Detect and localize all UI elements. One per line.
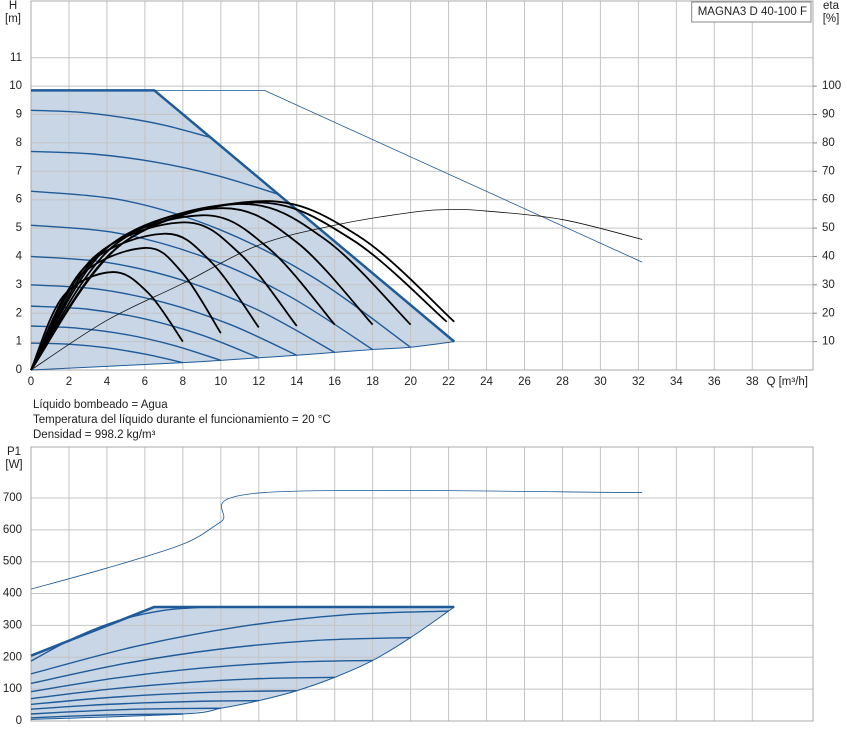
- x-tick-label: 24: [480, 376, 493, 388]
- y-tick-label: 6: [16, 194, 22, 206]
- x-tick-label: 20: [404, 376, 417, 388]
- note: Temperatura del líquido durante el funci…: [33, 414, 331, 426]
- x-tick-label: 28: [556, 376, 569, 388]
- curve: [30, 200, 455, 371]
- x-tick-label: 30: [594, 376, 607, 388]
- x-tick-label: 18: [366, 376, 379, 388]
- curve: [30, 214, 336, 371]
- curve: [30, 209, 643, 371]
- x-tick-label: 2: [66, 376, 72, 388]
- y-tick-label: 300: [3, 619, 22, 631]
- plot-frame: [30, 446, 814, 722]
- curve: [30, 190, 412, 348]
- y-tick-label: 0: [16, 364, 22, 376]
- y2-tick-label: 50: [822, 222, 835, 234]
- x-tick-label: 22: [442, 376, 455, 388]
- y-tick-label: 0: [16, 715, 22, 727]
- curve: [30, 150, 278, 195]
- y2-tick-label: 30: [822, 279, 835, 291]
- model-label: MAGNA3 D 40-100 F: [691, 1, 812, 23]
- x-tick-label: 32: [632, 376, 645, 388]
- x-tick-label: 4: [104, 376, 111, 388]
- y2-tick-label: 40: [822, 250, 835, 262]
- curve: [30, 255, 336, 354]
- curve: [30, 606, 208, 662]
- x-axis-label: Q [m³/h]: [766, 376, 808, 388]
- curve: [30, 707, 221, 715]
- y2-axis-unit: [%]: [823, 13, 840, 25]
- curve: [30, 271, 184, 371]
- y2-tick-label: 80: [822, 137, 835, 149]
- curve: [30, 325, 222, 362]
- y-tick-label: 700: [3, 492, 22, 504]
- y2-tick-label: 90: [822, 109, 835, 121]
- y2-tick-label: 70: [822, 165, 835, 177]
- curve: [30, 636, 411, 685]
- x-tick-label: 34: [670, 376, 683, 388]
- x-tick-label: 26: [518, 376, 531, 388]
- y2-axis-label: eta: [823, 0, 840, 12]
- curve: [30, 699, 259, 710]
- x-tick-label: 6: [142, 376, 148, 388]
- operating-area: [31, 606, 455, 720]
- curve: [30, 224, 374, 351]
- curve: [30, 676, 335, 700]
- y-tick-label: 10: [9, 80, 22, 92]
- y-tick-label: 9: [16, 109, 22, 121]
- curve: [30, 109, 210, 138]
- y-axis-label: H: [9, 0, 17, 12]
- y-axis-label: P1: [7, 446, 21, 458]
- y2-tick-label: 60: [822, 194, 835, 206]
- plot-frame: [30, 0, 814, 371]
- y2-tick-label: 10: [822, 336, 835, 348]
- y-tick-label: 7: [16, 165, 22, 177]
- y-tick-label: 5: [16, 222, 22, 234]
- curve: [30, 207, 374, 371]
- curve: [30, 489, 643, 590]
- y-axis-unit: [W]: [5, 459, 22, 471]
- curve: [30, 610, 449, 675]
- y-axis-unit: [m]: [5, 13, 21, 25]
- y-tick-label: 11: [10, 52, 22, 64]
- y-tick-label: 3: [16, 279, 22, 291]
- curve: [30, 690, 297, 706]
- operating-area: [31, 90, 455, 371]
- x-tick-label: 38: [746, 376, 759, 388]
- y-tick-label: 400: [3, 588, 22, 600]
- y-tick-label: 200: [3, 651, 22, 663]
- note: Densidad = 998.2 kg/m³: [33, 429, 156, 441]
- x-tick-label: 36: [708, 376, 721, 388]
- y-tick-label: 2: [16, 307, 22, 319]
- curve: [30, 659, 373, 693]
- y2-tick-label: 100: [822, 80, 841, 92]
- x-tick-label: 14: [290, 376, 303, 388]
- y-tick-label: 600: [3, 524, 22, 536]
- x-tick-label: 16: [328, 376, 341, 388]
- curve: [30, 713, 183, 719]
- y2-tick-label: 20: [822, 307, 835, 319]
- curve: [30, 342, 183, 364]
- y-tick-label: 4: [16, 250, 23, 262]
- x-tick-label: 8: [180, 376, 186, 388]
- x-tick-label: 0: [28, 376, 34, 388]
- chart-title: MAGNA3 D 40-100 F: [698, 6, 807, 18]
- y-tick-label: 500: [3, 556, 22, 568]
- note: Líquido bombeado = Agua: [33, 399, 168, 411]
- y-tick-label: 8: [16, 137, 22, 149]
- x-tick-label: 12: [252, 376, 265, 388]
- curve: [154, 90, 643, 263]
- y-tick-label: 100: [3, 683, 22, 695]
- curve: [30, 232, 260, 371]
- title-box: [691, 1, 812, 23]
- curve: [30, 606, 455, 720]
- curve: [30, 221, 298, 371]
- y-tick-label: 1: [16, 336, 22, 348]
- x-tick-label: 10: [214, 376, 227, 388]
